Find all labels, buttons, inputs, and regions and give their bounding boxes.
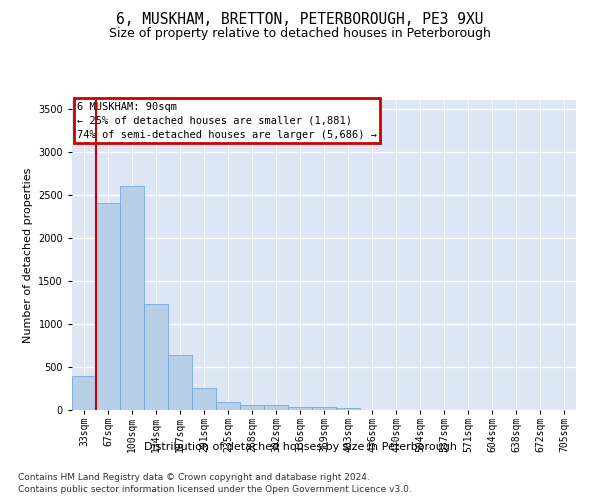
Text: 6 MUSKHAM: 90sqm
← 25% of detached houses are smaller (1,881)
74% of semi-detach: 6 MUSKHAM: 90sqm ← 25% of detached house… [77, 102, 377, 140]
Bar [216, 402, 240, 410]
Bar [144, 304, 168, 410]
Bar [120, 186, 144, 410]
Text: Size of property relative to detached houses in Peterborough: Size of property relative to detached ho… [109, 28, 491, 40]
Bar [288, 406, 312, 410]
Bar [96, 204, 120, 410]
Text: Contains HM Land Registry data © Crown copyright and database right 2024.: Contains HM Land Registry data © Crown c… [18, 472, 370, 482]
Bar [264, 406, 288, 410]
Bar [72, 376, 96, 410]
Bar [192, 388, 216, 410]
Text: Contains public sector information licensed under the Open Government Licence v3: Contains public sector information licen… [18, 485, 412, 494]
Bar [240, 405, 264, 410]
Bar [312, 408, 336, 410]
Text: 6, MUSKHAM, BRETTON, PETERBOROUGH, PE3 9XU: 6, MUSKHAM, BRETTON, PETERBOROUGH, PE3 9… [116, 12, 484, 28]
Text: Distribution of detached houses by size in Peterborough: Distribution of detached houses by size … [143, 442, 457, 452]
Y-axis label: Number of detached properties: Number of detached properties [23, 168, 32, 342]
Bar [336, 408, 360, 410]
Bar [168, 355, 192, 410]
